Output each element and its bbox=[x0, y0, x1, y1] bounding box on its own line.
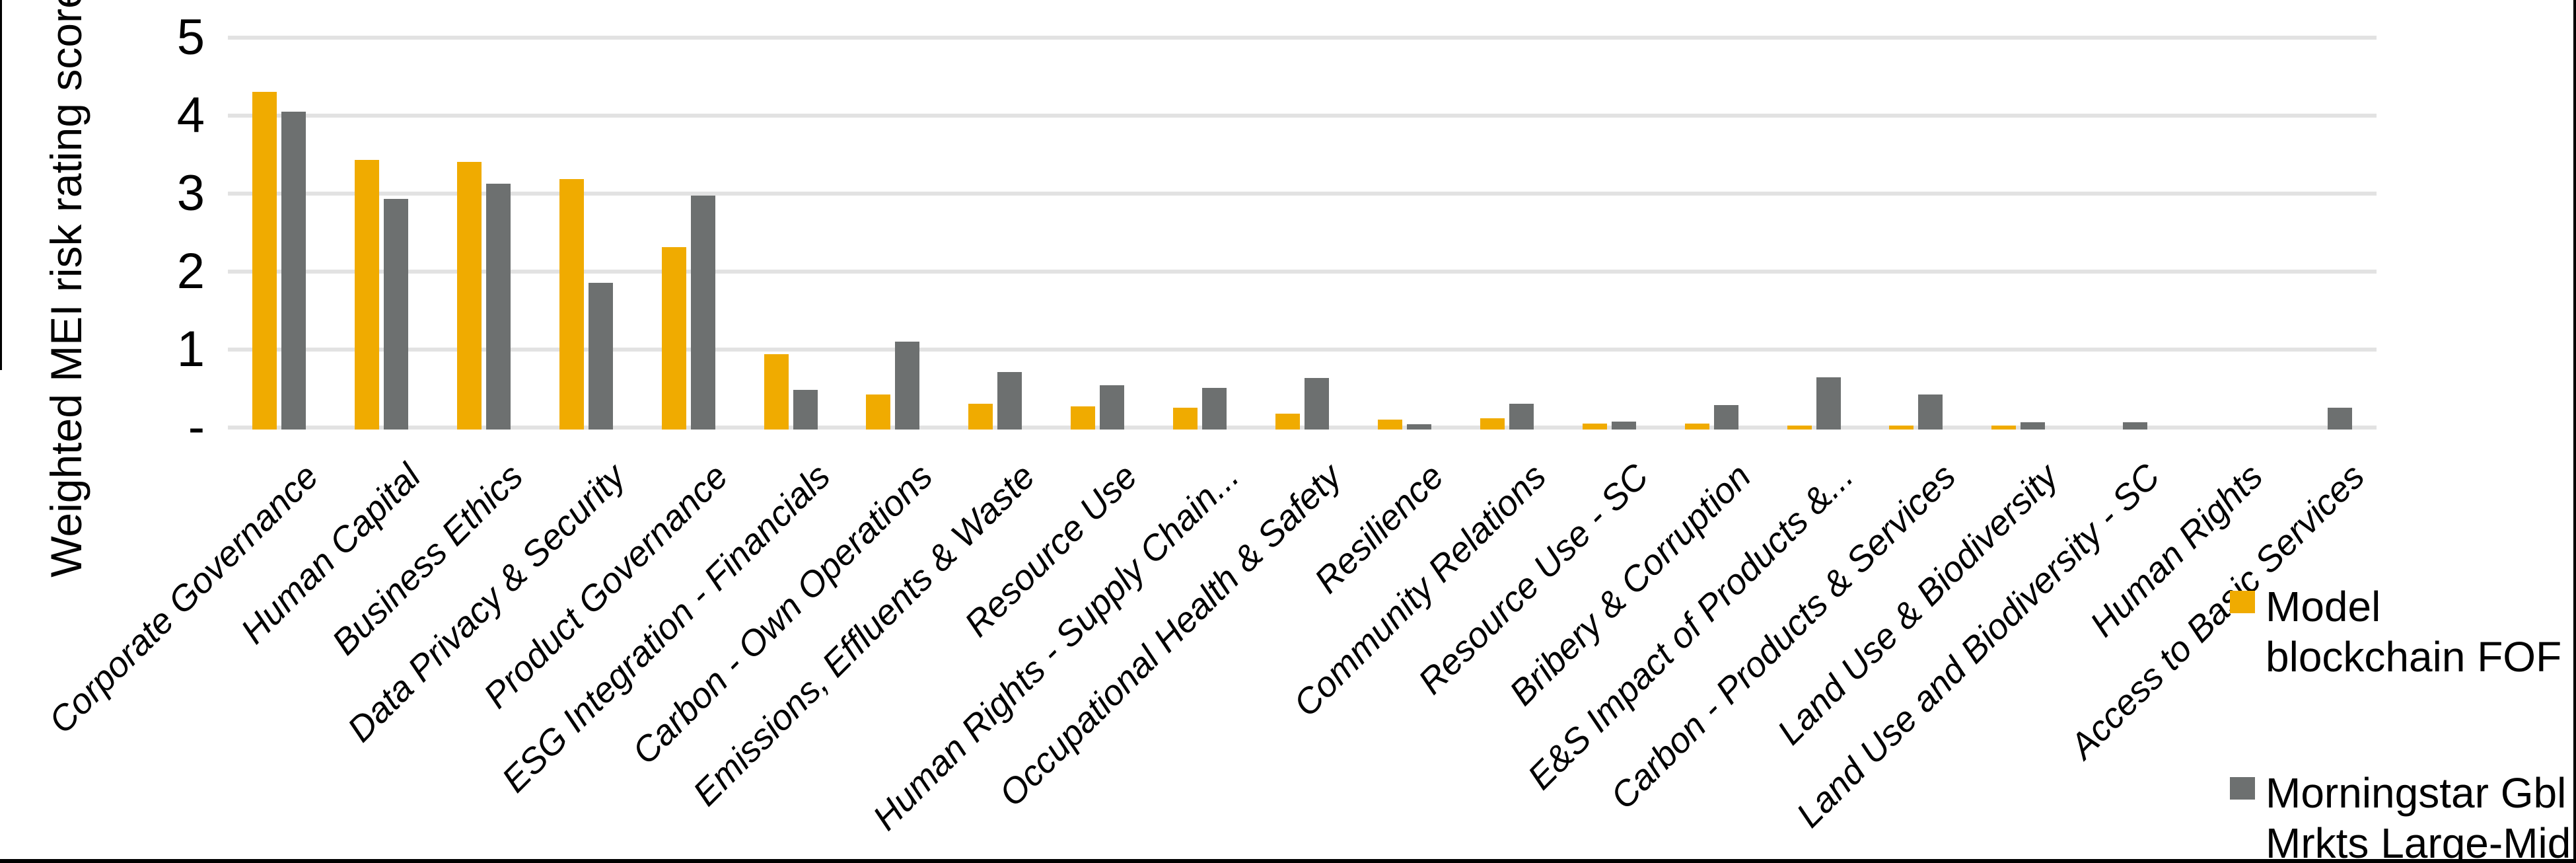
bar-series0-human-capital bbox=[354, 159, 379, 430]
legend-swatch-gray bbox=[2230, 777, 2255, 800]
bar-series1-resilience bbox=[1406, 424, 1431, 430]
bar-series1-resource-use-sc bbox=[1611, 422, 1636, 430]
bar-series0-resource-use bbox=[1071, 406, 1096, 430]
bar-series0-bribery-corruption bbox=[1684, 423, 1709, 430]
y-tick-label: 5 bbox=[176, 9, 205, 65]
bar-series0-business-ethics bbox=[456, 162, 482, 430]
bar-series1-bribery-corruption bbox=[1713, 405, 1738, 430]
bar-series1-access-to-basic-services bbox=[2328, 407, 2353, 430]
bar-series1-occupational-health-safety bbox=[1305, 378, 1330, 430]
bar-series1-human-capital bbox=[383, 198, 408, 430]
bar-series1-data-privacy-security bbox=[588, 283, 613, 430]
x-category-label: Human Rights - Supply Chain... bbox=[865, 456, 1247, 838]
gridline-y-2 bbox=[228, 270, 2377, 274]
gridline-y-3 bbox=[228, 192, 2377, 196]
frame-border-bottom bbox=[0, 859, 2576, 863]
bar-series1-land-use-biodiversity bbox=[2021, 422, 2046, 430]
frame-border-right bbox=[2573, 0, 2576, 863]
x-category-label: Human Capital bbox=[233, 456, 429, 652]
legend-swatch-orange bbox=[2230, 591, 2255, 613]
bar-series0-product-governance bbox=[661, 246, 686, 430]
bar-series0-corporate-governance bbox=[252, 92, 277, 430]
bar-series1-land-use-and-biodiversity-sc bbox=[2123, 422, 2148, 430]
legend: Model blockchain FOF Morningstar Gbl Mrk… bbox=[2225, 582, 2575, 863]
y-axis-title: Weighted MEI risk rating score bbox=[42, 0, 90, 578]
bar-series0-resource-use-sc bbox=[1582, 423, 1607, 430]
bar-series1-community-relations bbox=[1509, 404, 1534, 430]
y-tick-label: 3 bbox=[176, 165, 205, 221]
gridline-y-5 bbox=[228, 36, 2377, 40]
bar-series1-corporate-governance bbox=[281, 111, 306, 430]
y-tick-label: 1 bbox=[176, 321, 205, 377]
bar-series1-product-governance bbox=[690, 196, 715, 430]
legend-label: Model blockchain FOF bbox=[2266, 583, 2562, 681]
bar-series1-esg-integration-financials bbox=[793, 389, 818, 430]
bar-series1-human-rights-supply-chain bbox=[1202, 388, 1227, 430]
bar-series1-business-ethics bbox=[485, 184, 511, 430]
y-tick-label: 4 bbox=[176, 87, 205, 143]
legend-item-model-blockchain-fof: Model blockchain FOF bbox=[2225, 582, 2575, 682]
bar-series0-occupational-health-safety bbox=[1275, 414, 1301, 430]
bar-series0-esg-integration-financials bbox=[764, 354, 789, 430]
bar-series1-e-s-impact-of-products bbox=[1816, 377, 1841, 430]
bar-series1-emissions-effluents-waste bbox=[997, 371, 1022, 430]
y-tick-label: - bbox=[188, 399, 205, 455]
bar-series0-data-privacy-security bbox=[559, 179, 584, 430]
bar-series0-human-rights-supply-chain bbox=[1173, 407, 1198, 430]
bar-series0-land-use-biodiversity bbox=[1991, 426, 2017, 430]
bar-series1-carbon-products-services bbox=[1918, 394, 1943, 430]
bar-series0-resilience bbox=[1377, 419, 1402, 430]
legend-item-morningstar-index: Morningstar Gbl Mrkts Large-Mid Cap inde… bbox=[2225, 768, 2575, 863]
bar-series0-emissions-effluents-waste bbox=[968, 404, 993, 430]
bar-series1-resource-use bbox=[1100, 385, 1125, 430]
gridline-y-1 bbox=[228, 348, 2377, 352]
x-category-label: Land Use and Biodiversity - SC bbox=[1789, 456, 2168, 835]
gridline-y-4 bbox=[228, 114, 2377, 118]
frame-border-left bbox=[0, 0, 2, 370]
y-tick-label: 2 bbox=[176, 243, 205, 299]
bar-series1-carbon-own-operations bbox=[895, 341, 920, 430]
bar-series0-carbon-own-operations bbox=[866, 394, 891, 430]
bar-series0-community-relations bbox=[1480, 418, 1505, 430]
legend-label: Morningstar Gbl Mrkts Large-Mid Cap inde… bbox=[2266, 769, 2571, 863]
bar-series0-carbon-products-services bbox=[1889, 426, 1914, 430]
gridline-y-0 bbox=[228, 426, 2377, 430]
bar-series0-e-s-impact-of-products bbox=[1787, 426, 1812, 430]
